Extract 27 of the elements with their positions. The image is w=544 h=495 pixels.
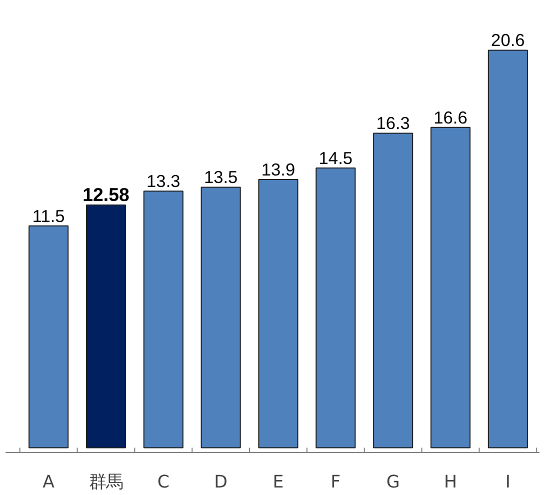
x-tick-label: E	[272, 472, 284, 492]
x-tick-label: 群馬	[88, 472, 123, 492]
x-tick-label: G	[386, 472, 400, 492]
x-tick-label: H	[444, 472, 458, 492]
bar	[373, 132, 414, 448]
bar	[143, 190, 184, 448]
data-label: 11.5	[32, 206, 65, 226]
x-tick-label: C	[157, 472, 170, 492]
x-tick-label: A	[42, 472, 55, 492]
data-label: 12.58	[82, 184, 130, 205]
data-label: 13.9	[261, 160, 296, 180]
bar	[200, 186, 241, 448]
x-tick-label: F	[330, 472, 341, 492]
bar	[258, 179, 298, 448]
x-tick-label: I	[505, 472, 510, 492]
data-label: 20.6	[491, 30, 525, 50]
data-label: 16.6	[434, 107, 468, 128]
bar	[316, 167, 356, 448]
x-tick-label: D	[214, 472, 228, 492]
bar	[28, 225, 69, 448]
data-label: 16.3	[376, 113, 410, 134]
data-label: 13.5	[204, 167, 238, 188]
bar	[86, 204, 126, 448]
data-label: 14.5	[318, 148, 353, 168]
bar	[488, 50, 528, 448]
data-label: 13.3	[146, 171, 180, 192]
bar	[430, 126, 471, 448]
